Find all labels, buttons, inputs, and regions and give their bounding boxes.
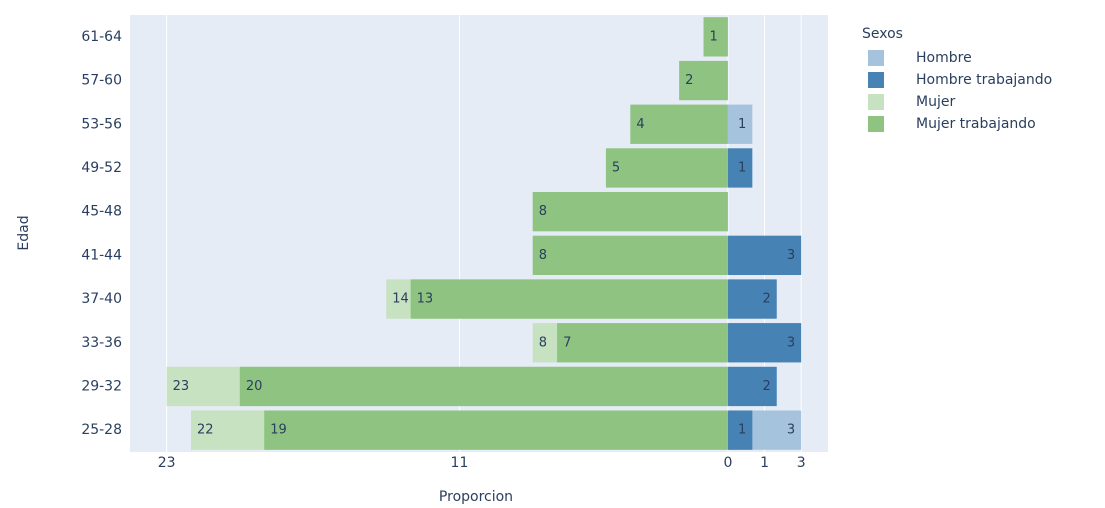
legend-label: Mujer trabajando (916, 116, 1036, 132)
bar (630, 104, 728, 144)
bar-label: 1 (738, 117, 746, 132)
legend-label: Mujer (916, 94, 955, 110)
bar-label: 14 (392, 292, 409, 307)
bar (605, 148, 728, 188)
y-tick-label: 61-64 (81, 29, 122, 45)
legend-label: Hombre trabajando (916, 72, 1052, 88)
x-tick-label: 11 (451, 455, 469, 471)
legend-swatch (868, 94, 884, 110)
x-tick-label: 23 (158, 455, 176, 471)
bar-label: 8 (539, 335, 547, 350)
legend-swatch (868, 50, 884, 66)
bar-label: 22 (197, 423, 214, 438)
bar (727, 104, 753, 144)
y-tick-label: 45-48 (81, 204, 122, 220)
bar (703, 17, 728, 57)
y-tick-label: 57-60 (81, 73, 122, 89)
legend-swatch (868, 116, 884, 132)
y-tick-label: 41-44 (81, 247, 122, 263)
y-tick-label: 49-52 (81, 160, 122, 176)
bar (264, 410, 728, 450)
bar-label: 19 (270, 423, 287, 438)
bar (239, 366, 728, 407)
bar-label: 3 (787, 335, 795, 350)
x-tick-label: 3 (797, 455, 806, 471)
bar-label: 23 (173, 379, 190, 394)
legend-label: Hombre (916, 50, 972, 66)
legend-title: Sexos (862, 26, 903, 42)
bar (727, 279, 777, 319)
y-tick-label: 37-40 (81, 291, 122, 307)
x-tick-label: 1 (760, 455, 769, 471)
bar-label: 1 (738, 423, 746, 438)
bar-label: 20 (246, 379, 263, 394)
y-tick-label: 33-36 (81, 335, 122, 351)
legend-swatch (868, 72, 884, 88)
bar-label: 1 (710, 29, 718, 44)
bar (557, 323, 728, 363)
bar-label: 13 (417, 292, 434, 307)
bar-label: 8 (539, 248, 547, 263)
bar (410, 279, 728, 319)
bar (727, 148, 753, 188)
bar-label: 3 (787, 248, 795, 263)
bar-label: 8 (539, 204, 547, 219)
y-tick-label: 29-32 (81, 378, 122, 394)
bar-label: 1 (738, 160, 746, 175)
bar-label: 5 (612, 160, 620, 175)
bar (727, 235, 802, 276)
bar (727, 366, 777, 407)
y-tick-label: 25-28 (81, 422, 122, 438)
bar-label: 2 (762, 292, 770, 307)
x-axis-title: Proporcion (439, 489, 513, 505)
bar (532, 235, 728, 276)
y-tick-label: 53-56 (81, 116, 122, 132)
y-axis-title: Edad (16, 215, 32, 250)
bar-label: 2 (762, 379, 770, 394)
bar-label: 3 (787, 423, 795, 438)
bar (727, 323, 802, 363)
bar-label: 2 (685, 73, 693, 88)
bar (679, 60, 728, 101)
x-tick-label: 0 (723, 455, 732, 471)
bar (532, 191, 728, 232)
bar-label: 7 (563, 335, 571, 350)
bar (727, 410, 753, 450)
bar-label: 4 (636, 117, 644, 132)
